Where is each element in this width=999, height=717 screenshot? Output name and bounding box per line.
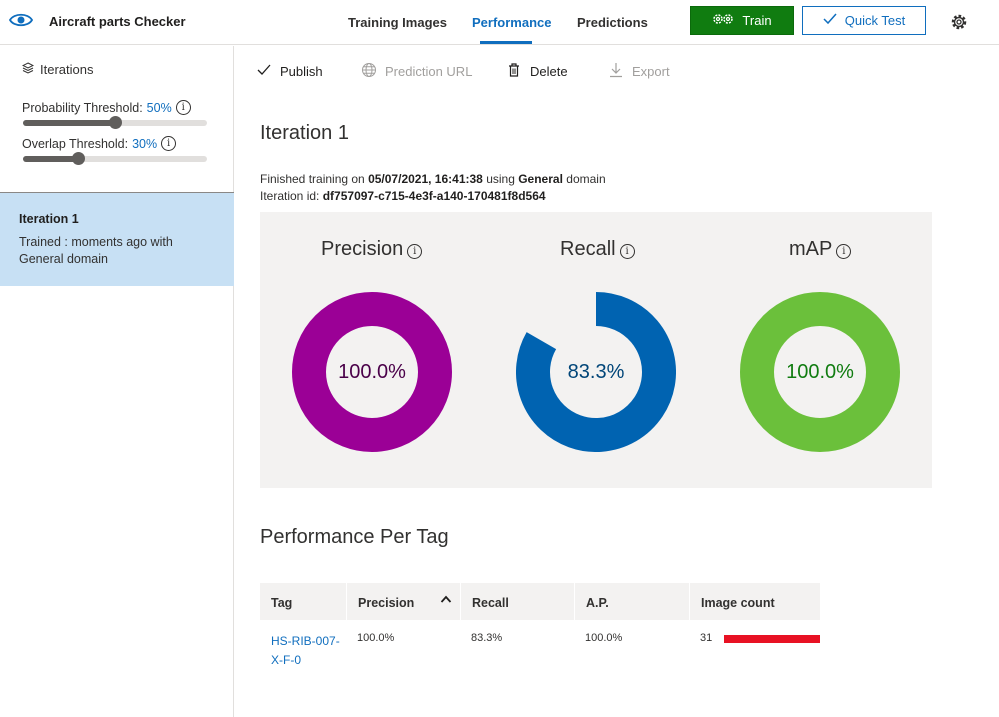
tab-predictions[interactable]: Predictions [577, 15, 648, 30]
iterations-header[interactable]: Iterations [21, 62, 94, 77]
map-ring [740, 292, 900, 452]
recall-title: Recall i [560, 238, 635, 261]
precision-donut [292, 292, 452, 452]
info-icon[interactable]: i [836, 244, 852, 259]
precision-ring [292, 292, 452, 452]
overlap-threshold-text: Overlap Threshold: [22, 136, 129, 151]
slider-thumb[interactable] [72, 152, 86, 165]
performance-per-tag-title: Performance Per Tag [260, 526, 449, 548]
tag-precision: 100.0% [357, 632, 395, 644]
quick-test-label: Quick Test [844, 13, 906, 28]
slider-thumb[interactable] [109, 116, 122, 129]
delete-label: Delete [530, 64, 568, 79]
image-count-bar [724, 635, 820, 643]
iterations-label: Iterations [40, 62, 94, 77]
check-icon [823, 13, 837, 28]
tag-link[interactable]: HS-RIB-007-X-F-0 [271, 634, 340, 667]
column-header-image-count[interactable]: Image count [690, 583, 820, 620]
column-header-precision-label: Precision [358, 596, 415, 610]
probability-threshold-text: Probability Threshold: [22, 100, 143, 115]
column-header-recall[interactable]: Recall [461, 583, 574, 620]
finished-prefix: Finished training on [260, 172, 365, 186]
prediction-url-label: Prediction URL [385, 64, 473, 79]
probability-threshold-label: Probability Threshold: 50% i [22, 100, 191, 115]
recall-label: Recall [560, 238, 616, 260]
publish-label: Publish [280, 64, 323, 79]
map-label: mAP [789, 238, 833, 260]
check-icon [256, 62, 272, 81]
iteration-id-row: Iteration id: df757097-c715-4e3f-a140-17… [260, 189, 546, 203]
iteration-list-item[interactable]: Iteration 1 Trained : moments ago with G… [0, 193, 234, 286]
map-title: mAP i [789, 238, 852, 261]
training-info: Finished training on 05/07/2021, 16:41:3… [260, 172, 606, 186]
domain-suffix: domain [566, 172, 606, 186]
slider-fill [23, 156, 79, 162]
overlap-threshold-value: 30% [132, 136, 158, 151]
probability-threshold-slider[interactable] [23, 116, 207, 129]
column-header-precision[interactable]: Precision [347, 583, 460, 620]
train-button[interactable]: Train [690, 6, 794, 35]
publish-button[interactable]: Publish [256, 62, 323, 81]
page-title: Iteration 1 [260, 122, 349, 144]
export-button[interactable]: Export [608, 62, 670, 81]
download-icon [608, 62, 624, 81]
divider [0, 192, 234, 193]
finished-using: using [486, 172, 515, 186]
prediction-url-button[interactable]: Prediction URL [361, 62, 472, 81]
info-icon[interactable]: i [161, 136, 177, 151]
map-value: 100.0% [786, 361, 854, 383]
tab-performance[interactable]: Performance [472, 15, 552, 30]
gear-icon[interactable] [949, 12, 969, 32]
train-button-label: Train [742, 13, 772, 28]
quick-test-button[interactable]: Quick Test [802, 6, 926, 35]
info-icon[interactable]: i [407, 244, 423, 259]
iteration-description: Trained : moments ago with General domai… [19, 235, 173, 266]
delete-button[interactable]: Delete [506, 62, 568, 81]
sidebar: Iterations Probability Threshold: 50% i … [0, 46, 234, 717]
slider-fill [23, 120, 115, 126]
app-title: Aircraft parts Checker [49, 14, 186, 29]
sort-ascending-icon [440, 593, 452, 603]
map-donut [740, 292, 900, 452]
eye-icon [8, 10, 34, 30]
precision-value: 100.0% [338, 361, 406, 383]
info-icon[interactable]: i [619, 244, 635, 259]
precision-label: Precision [321, 238, 404, 260]
gears-icon [712, 12, 734, 29]
iteration-name: Iteration 1 [19, 212, 79, 226]
metrics-panel: Precision i 100.0% Recall i 83.3% mAP i … [260, 212, 932, 488]
active-tab-indicator [480, 41, 532, 44]
finished-date: 05/07/2021, 16:41:38 [368, 172, 483, 186]
iteration-id-label: Iteration id: [260, 189, 320, 203]
trash-icon [506, 62, 522, 81]
precision-title: Precision i [321, 238, 423, 261]
overlap-threshold-slider[interactable] [23, 152, 207, 165]
column-header-tag[interactable]: Tag [260, 583, 346, 620]
recall-donut [516, 292, 676, 452]
probability-threshold-value: 50% [146, 100, 172, 115]
export-label: Export [632, 64, 670, 79]
domain-name: General [518, 172, 563, 186]
tag-recall: 83.3% [471, 632, 503, 644]
recall-arc [516, 292, 676, 452]
top-bar: Aircraft parts Checker Training Images P… [0, 0, 999, 45]
overlap-threshold-label: Overlap Threshold: 30% i [22, 136, 177, 151]
tab-training-images[interactable]: Training Images [348, 15, 447, 30]
tag-image-count: 31 [700, 632, 713, 644]
iteration-id: df757097-c715-4e3f-a140-170481f8d564 [322, 189, 546, 203]
recall-value: 83.3% [567, 361, 625, 383]
column-header-ap[interactable]: A.P. [575, 583, 689, 620]
info-icon[interactable]: i [175, 100, 191, 115]
layers-icon [21, 62, 35, 77]
globe-icon [361, 62, 377, 81]
tag-ap: 100.0% [585, 632, 623, 644]
